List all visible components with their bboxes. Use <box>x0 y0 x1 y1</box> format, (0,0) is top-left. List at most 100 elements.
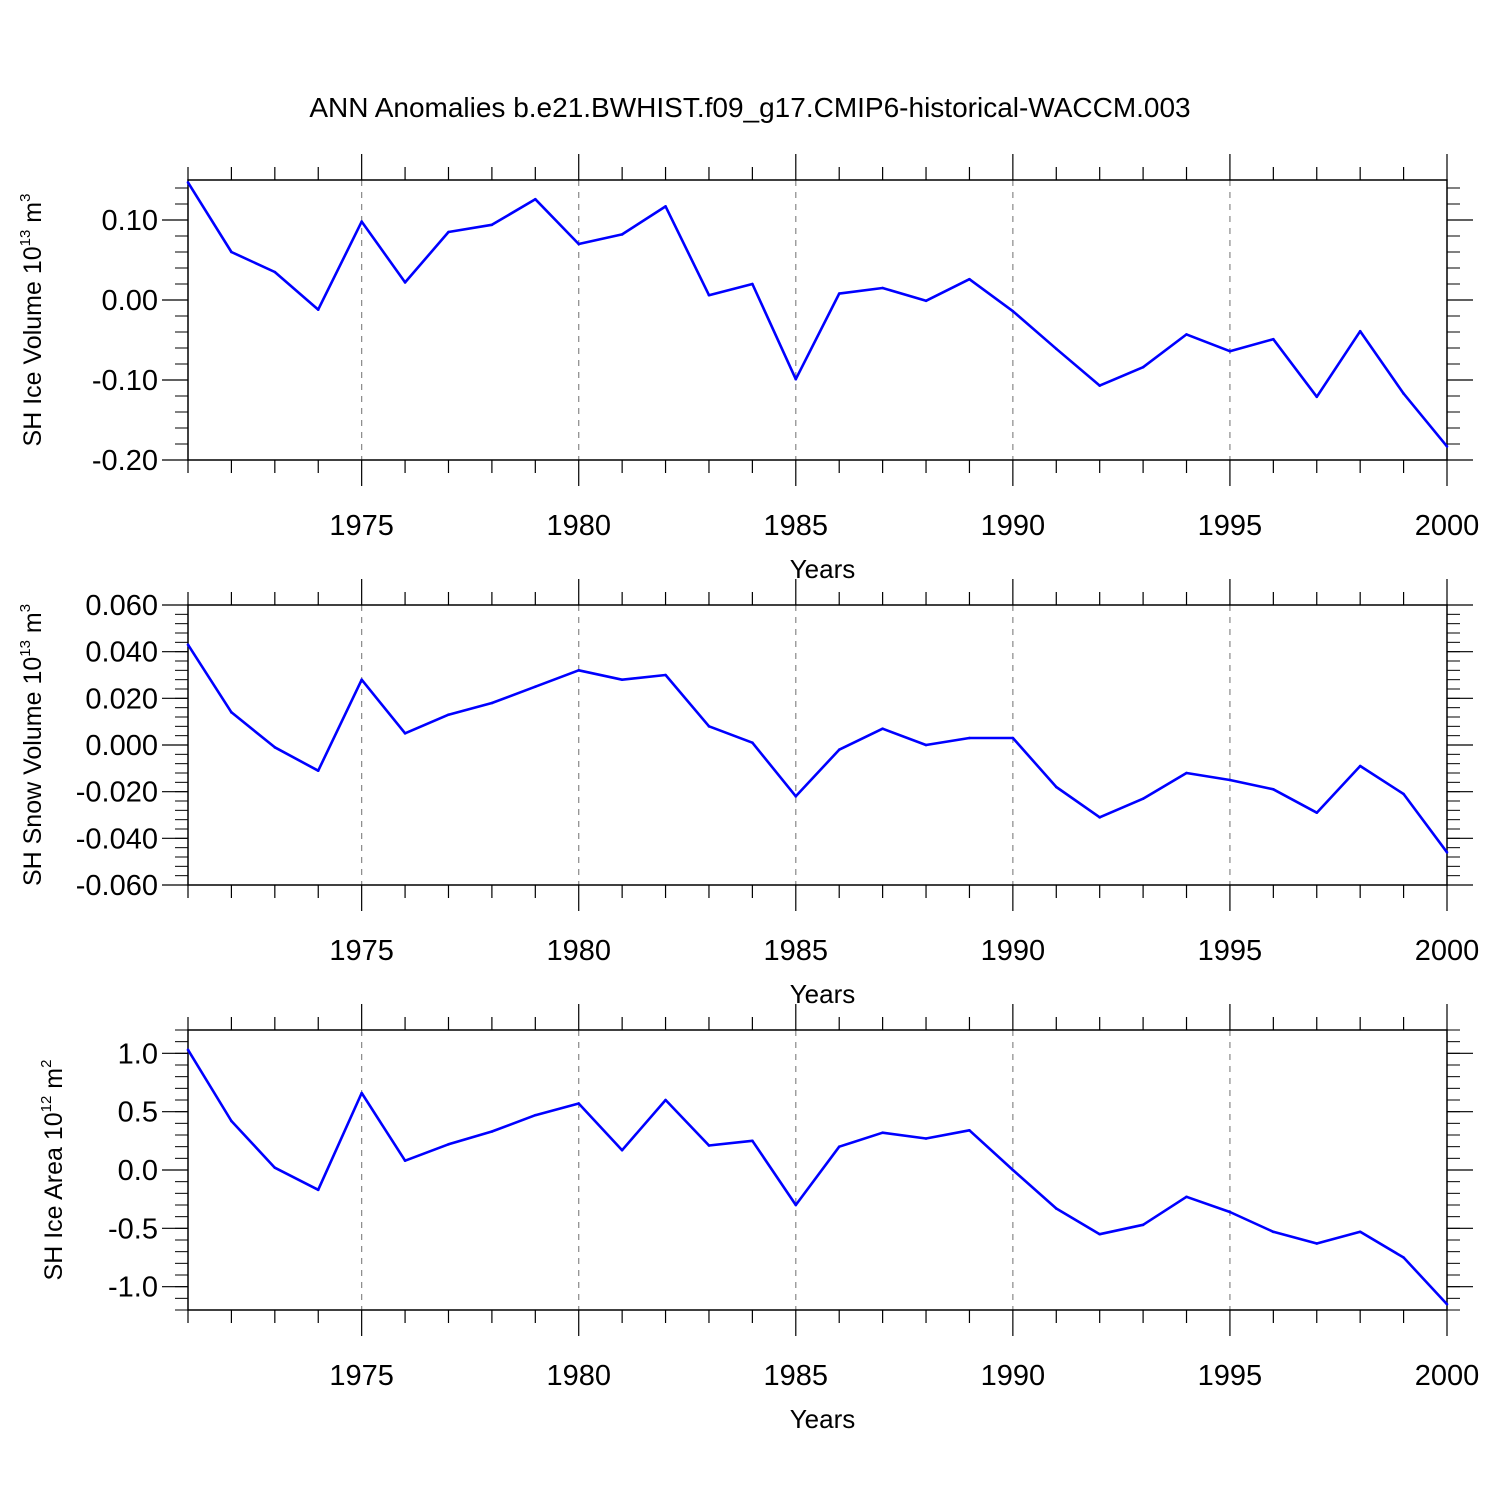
data-point <box>1098 384 1101 387</box>
data-point <box>794 1203 798 1207</box>
data-point <box>1054 785 1058 789</box>
y-axis-title-text: m <box>19 612 47 640</box>
y-tick-label: -0.20 <box>92 445 158 477</box>
x-tick-label: 1985 <box>764 510 829 542</box>
data-point <box>837 1145 841 1148</box>
data-point <box>1228 1210 1232 1214</box>
data-point <box>447 230 450 234</box>
data-point <box>534 197 537 201</box>
y-axis-title: SH Ice Volume 1013 m3 <box>17 194 47 447</box>
data-point <box>186 643 190 646</box>
y-tick-label: 0.10 <box>102 205 158 237</box>
data-point <box>924 743 928 747</box>
data-point <box>751 282 754 286</box>
data-point <box>403 281 407 284</box>
x-tick-label: 1975 <box>329 935 394 967</box>
y-axis-title-text: m <box>40 1068 68 1096</box>
x-tick-label: 1995 <box>1198 935 1263 967</box>
data-point <box>273 270 277 274</box>
data-point <box>924 299 928 303</box>
data-point <box>1011 736 1015 740</box>
data-point <box>1402 792 1405 796</box>
y-tick-label: 0.060 <box>85 590 158 622</box>
data-point <box>881 286 884 290</box>
x-tick-label: 1990 <box>981 510 1046 542</box>
y-tick-label: -0.040 <box>76 823 158 855</box>
data-point <box>577 242 581 246</box>
data-point <box>1315 1242 1319 1245</box>
data-point <box>620 233 624 236</box>
y-tick-label: -0.10 <box>92 365 158 397</box>
data-point <box>1011 309 1015 313</box>
data-point <box>1402 1256 1405 1259</box>
x-tick-label: 2000 <box>1415 1360 1480 1392</box>
panel-2: -0.060 -0.040 -0.020 0.000 0.020 0.040 0.060 19… <box>17 579 1479 1009</box>
y-axis-title-superscript: 3 <box>17 604 34 612</box>
x-tick-label: 2000 <box>1415 935 1480 967</box>
y-tick-label: 0.0 <box>118 1155 158 1187</box>
y-tick-label: -1.0 <box>108 1272 158 1304</box>
data-point <box>534 685 537 688</box>
panel-1: -0.20 -0.10 0.00 0.10 1975 1980 1985 1990 1995 20… <box>17 154 1479 584</box>
data-point <box>1445 851 1449 854</box>
y-tick-label: -0.5 <box>108 1213 158 1245</box>
y-tick-label: 0.040 <box>85 637 158 669</box>
x-tick-label: 1990 <box>981 1360 1046 1392</box>
plot-frame <box>187 179 1448 461</box>
data-point <box>1272 337 1275 341</box>
y-axis-title-superscript: 3 <box>17 194 34 202</box>
data-point <box>837 748 841 751</box>
plot-frame <box>187 1029 1448 1311</box>
data-point <box>186 181 190 184</box>
y-axis-title-text: m <box>19 202 47 230</box>
y-axis-title-superscript: 13 <box>17 230 34 247</box>
panel-3: -1.0 -0.5 0.0 0.5 1.0 1975 1980 1985 1990 1995 200… <box>38 1004 1479 1434</box>
data-point <box>360 678 363 681</box>
y-tick-label: -0.020 <box>76 777 158 809</box>
plot-frame <box>187 604 1448 886</box>
data-point <box>534 1113 537 1117</box>
data-point <box>447 1143 450 1146</box>
x-tick-label: 1975 <box>329 510 394 542</box>
y-axis-title-text: SH Ice Volume 10 <box>19 246 47 446</box>
data-point <box>1272 788 1275 791</box>
data-point <box>273 746 277 749</box>
y-axis-title: SH Snow Volume 1013 m3 <box>17 604 47 886</box>
data-point <box>403 1159 407 1162</box>
data-point <box>577 1102 581 1105</box>
data-point <box>664 673 667 677</box>
data-point <box>1185 771 1188 775</box>
data-point <box>1272 1230 1275 1234</box>
data-point <box>968 1129 971 1132</box>
x-axis-title: Years <box>790 1404 856 1434</box>
data-point <box>447 713 450 716</box>
x-tick-label: 1995 <box>1198 1360 1263 1392</box>
data-point <box>1054 1207 1058 1210</box>
data-point <box>664 205 667 208</box>
y-axis-title-superscript: 2 <box>38 1060 55 1068</box>
data-point <box>360 220 363 223</box>
data-point <box>1358 329 1362 333</box>
series-line <box>186 643 1449 854</box>
data-point <box>490 223 494 227</box>
data-point <box>1228 778 1232 782</box>
data-point <box>1358 1230 1362 1234</box>
data-point <box>577 669 581 672</box>
data-point <box>968 736 971 740</box>
data-point <box>1402 392 1405 395</box>
data-point <box>707 293 711 297</box>
data-point <box>620 1148 624 1152</box>
data-point <box>1315 395 1319 399</box>
y-axis-title-text: SH Snow Volume 10 <box>19 657 47 886</box>
y-tick-label: 0.5 <box>118 1097 158 1129</box>
y-axis-title-text: SH Ice Area 10 <box>40 1112 68 1280</box>
data-point <box>316 769 320 772</box>
x-tick-label: 1980 <box>546 510 611 542</box>
data-point <box>707 725 711 728</box>
y-axis-title: SH Ice Area 1012 m2 <box>38 1060 68 1281</box>
data-point <box>230 250 233 254</box>
data-point <box>1185 333 1188 336</box>
data-point <box>1098 816 1101 819</box>
data-point <box>1228 349 1232 353</box>
